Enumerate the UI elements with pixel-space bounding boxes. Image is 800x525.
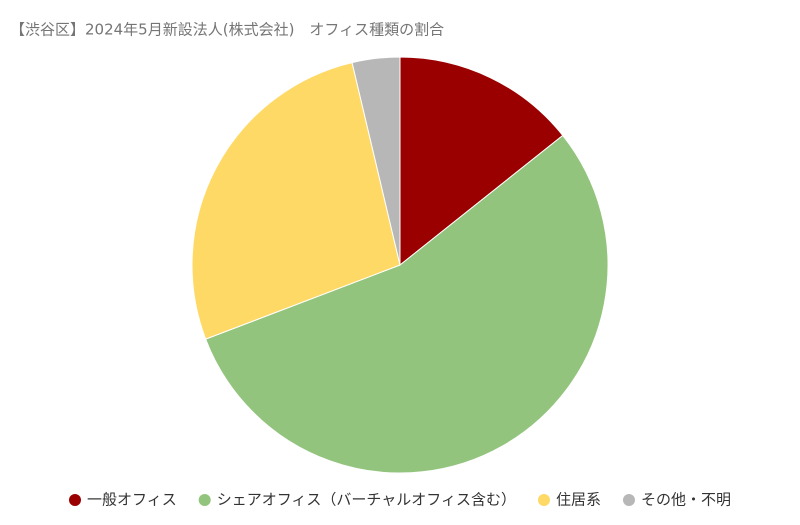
legend-marker xyxy=(198,494,211,506)
pie-slice xyxy=(399,56,564,267)
chart-title: 【渋谷区】2024年5月新設法人(株式会社) オフィス種類の割合 xyxy=(10,21,444,39)
legend-marker xyxy=(622,494,635,506)
legend-label: シェアオフィス（バーチャルオフィス含む） xyxy=(217,491,516,509)
pie-slice xyxy=(351,56,401,266)
legend-label: 一般オフィス xyxy=(87,491,177,509)
legend-label: 住居系 xyxy=(556,491,601,509)
pie-slice xyxy=(205,134,609,474)
pie-slice xyxy=(191,61,401,340)
legend-marker xyxy=(69,494,81,506)
legend-marker xyxy=(537,494,550,506)
legend-label: その他・不明 xyxy=(641,491,731,509)
